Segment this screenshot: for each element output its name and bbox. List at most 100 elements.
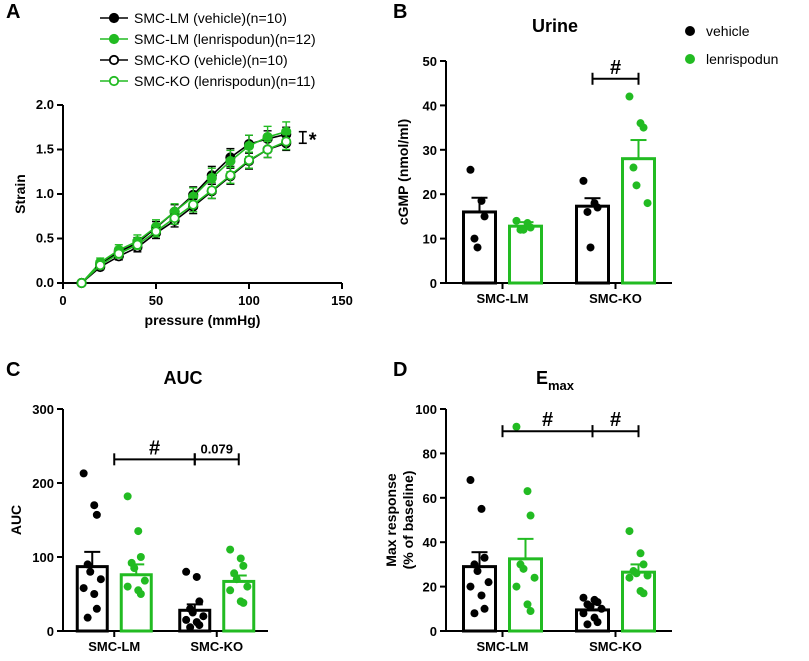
y-tick-label: 2.0: [36, 97, 54, 112]
data-point: [83, 613, 92, 622]
y-tick-label: 1.5: [36, 142, 54, 157]
data-point: [186, 623, 195, 632]
sig-hash: #: [149, 437, 160, 459]
data-point: [262, 131, 273, 143]
data-point: [199, 612, 208, 621]
y-tick-label: 100: [32, 550, 54, 565]
y-tick-label: 0: [430, 276, 437, 291]
data-point: [96, 575, 105, 584]
panel-a: A 0.0 0.5 1.0 1.5 2.0 0 50 100 150 pressure (mmHg)…: [6, 1, 353, 328]
legend-marker: [108, 54, 120, 66]
panel-d: D Emax 0 20 40 60 80 100 Max response (% of basel…: [383, 359, 672, 654]
sig-star: *: [309, 129, 317, 151]
y-tick-label: 1.0: [36, 186, 54, 201]
series-0: [76, 126, 292, 289]
data-point: [530, 573, 539, 582]
data-point: [625, 573, 634, 582]
data-point: [632, 569, 641, 578]
data-point: [83, 560, 92, 569]
data-point: [195, 597, 204, 606]
data-point: [632, 181, 641, 190]
y-tick-label: 0: [430, 624, 437, 639]
category-label: SMC-LM: [88, 639, 140, 654]
data-point: [579, 176, 588, 185]
data-point: [643, 199, 652, 208]
data-point: [583, 620, 592, 629]
sig-hash: #: [610, 57, 621, 79]
data-point: [239, 598, 248, 607]
x-axis-label: pressure (mmHg): [145, 312, 261, 328]
y-tick-label: 30: [423, 143, 437, 158]
data-point: [130, 564, 139, 573]
data-point: [484, 578, 493, 587]
x-tick-label: 100: [238, 293, 260, 308]
data-point: [243, 140, 255, 152]
data-point: [79, 584, 88, 593]
data-point: [243, 582, 252, 591]
data-point: [597, 604, 606, 613]
data-point: [92, 510, 101, 519]
data-point: [236, 554, 245, 563]
data-point: [639, 123, 648, 132]
legend-label: SMC-KO (lenrispodun)(n=11): [134, 73, 315, 89]
data-point: [480, 604, 489, 613]
data-point: [593, 598, 602, 607]
category-label: SMC-KO: [589, 291, 642, 306]
data-point: [526, 511, 535, 520]
data-point: [136, 590, 145, 598]
y-tick-label: 200: [32, 476, 54, 491]
y-tick-label: 300: [32, 402, 54, 417]
y-axis-label: AUC: [8, 505, 24, 535]
legend-marker: [108, 33, 120, 45]
data-point: [480, 553, 489, 562]
x-tick-label: 50: [149, 293, 163, 308]
legend-label: lenrispodun: [706, 51, 778, 67]
panel-letter-b: B: [393, 1, 407, 23]
bar: [508, 224, 543, 285]
data-point: [579, 609, 588, 618]
y-tick-label: 0: [47, 624, 54, 639]
data-point: [480, 212, 489, 221]
data-point: [639, 589, 648, 598]
data-point: [643, 571, 652, 580]
legend-marker: [108, 75, 120, 87]
y-tick-label: 100: [415, 402, 437, 417]
y-tick-label: 20: [423, 187, 437, 202]
data-point: [639, 560, 648, 569]
data-point: [625, 92, 634, 101]
chart-title-sub: max: [548, 378, 575, 393]
data-point: [225, 155, 236, 167]
y-tick-label: 20: [423, 580, 437, 595]
data-point: [512, 582, 521, 591]
y-tick-label: 40: [423, 535, 437, 550]
y-axis-label: cGMP (nmol/ml): [395, 119, 411, 225]
data-point: [95, 260, 106, 271]
data-point: [86, 567, 95, 576]
data-point: [523, 600, 532, 609]
data-point: [586, 243, 595, 252]
sig-hash: #: [542, 409, 553, 431]
legend-marker: [685, 26, 695, 36]
legend-label: SMC-LM (vehicle)(n=10): [134, 10, 287, 26]
chart-title: Urine: [532, 16, 578, 36]
data-point: [526, 607, 535, 616]
data-point: [470, 560, 479, 569]
data-point: [586, 602, 595, 611]
legend-marker: [685, 54, 695, 64]
data-point: [473, 243, 482, 252]
data-point: [226, 545, 235, 554]
data-point: [262, 144, 273, 155]
series-3: [76, 132, 292, 289]
data-point: [470, 234, 479, 243]
data-point: [140, 576, 149, 585]
data-point: [169, 212, 180, 224]
data-point: [226, 586, 235, 595]
data-point: [182, 567, 191, 576]
panel-c: C AUC 0 100 200 300 AUC SMC-LM SMC-KO # 0.079: [6, 359, 268, 654]
data-point: [473, 567, 482, 576]
data-point: [636, 549, 645, 558]
chart-title: AUC: [164, 368, 203, 388]
y-tick-label: 10: [423, 232, 437, 247]
